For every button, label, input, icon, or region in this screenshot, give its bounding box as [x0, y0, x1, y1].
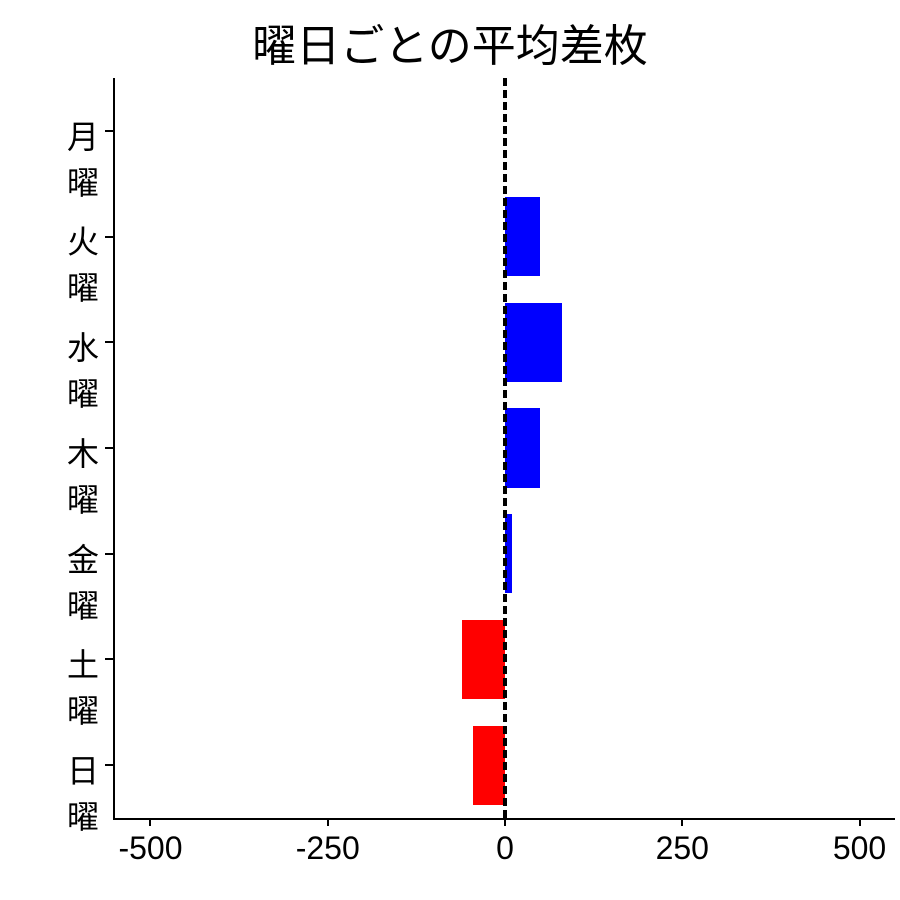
- y-tick: [105, 658, 113, 660]
- y-tick-label: 土曜: [67, 640, 99, 732]
- y-tick-label: 金曜: [67, 535, 99, 627]
- y-tick: [105, 236, 113, 238]
- bar-chart: 曜日ごとの平均差枚 -500-2500250500月曜火曜水曜木曜金曜土曜日曜: [0, 0, 900, 900]
- y-tick: [105, 553, 113, 555]
- x-tick: [504, 818, 506, 826]
- y-tick: [105, 764, 113, 766]
- x-tick-label: -250: [268, 830, 388, 867]
- x-tick: [149, 818, 151, 826]
- x-tick-label: -500: [90, 830, 210, 867]
- chart-title: 曜日ごとの平均差枚: [0, 10, 900, 74]
- x-tick: [681, 818, 683, 826]
- bar: [505, 197, 540, 276]
- y-tick: [105, 341, 113, 343]
- bar: [505, 303, 562, 382]
- y-tick-label: 木曜: [67, 429, 99, 521]
- zero-reference-line: [503, 78, 507, 818]
- y-tick-label: 火曜: [67, 217, 99, 309]
- y-axis-line: [113, 78, 115, 820]
- x-tick-label: 0: [445, 830, 565, 867]
- x-tick-label: 250: [622, 830, 742, 867]
- x-tick: [327, 818, 329, 826]
- y-tick-label: 水曜: [67, 323, 99, 415]
- y-tick: [105, 130, 113, 132]
- y-tick: [105, 447, 113, 449]
- x-tick-label: 500: [800, 830, 900, 867]
- bar: [505, 408, 540, 487]
- y-tick-label: 月曜: [67, 112, 99, 204]
- bar: [462, 620, 505, 699]
- y-tick-label: 日曜: [67, 746, 99, 838]
- plot-area: -500-2500250500月曜火曜水曜木曜金曜土曜日曜: [115, 78, 895, 818]
- bar: [473, 726, 505, 805]
- x-tick: [859, 818, 861, 826]
